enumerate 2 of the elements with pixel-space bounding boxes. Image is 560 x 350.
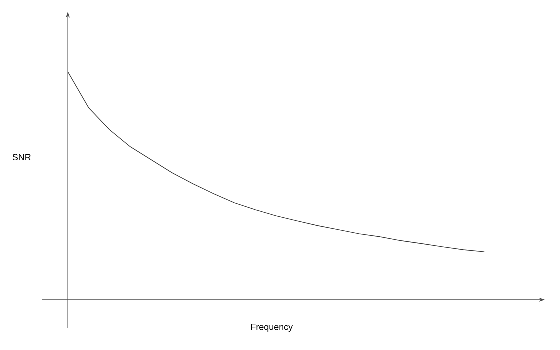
y-axis-title: SNR: [12, 154, 31, 161]
x-axis-title: Frequency: [251, 324, 294, 332]
